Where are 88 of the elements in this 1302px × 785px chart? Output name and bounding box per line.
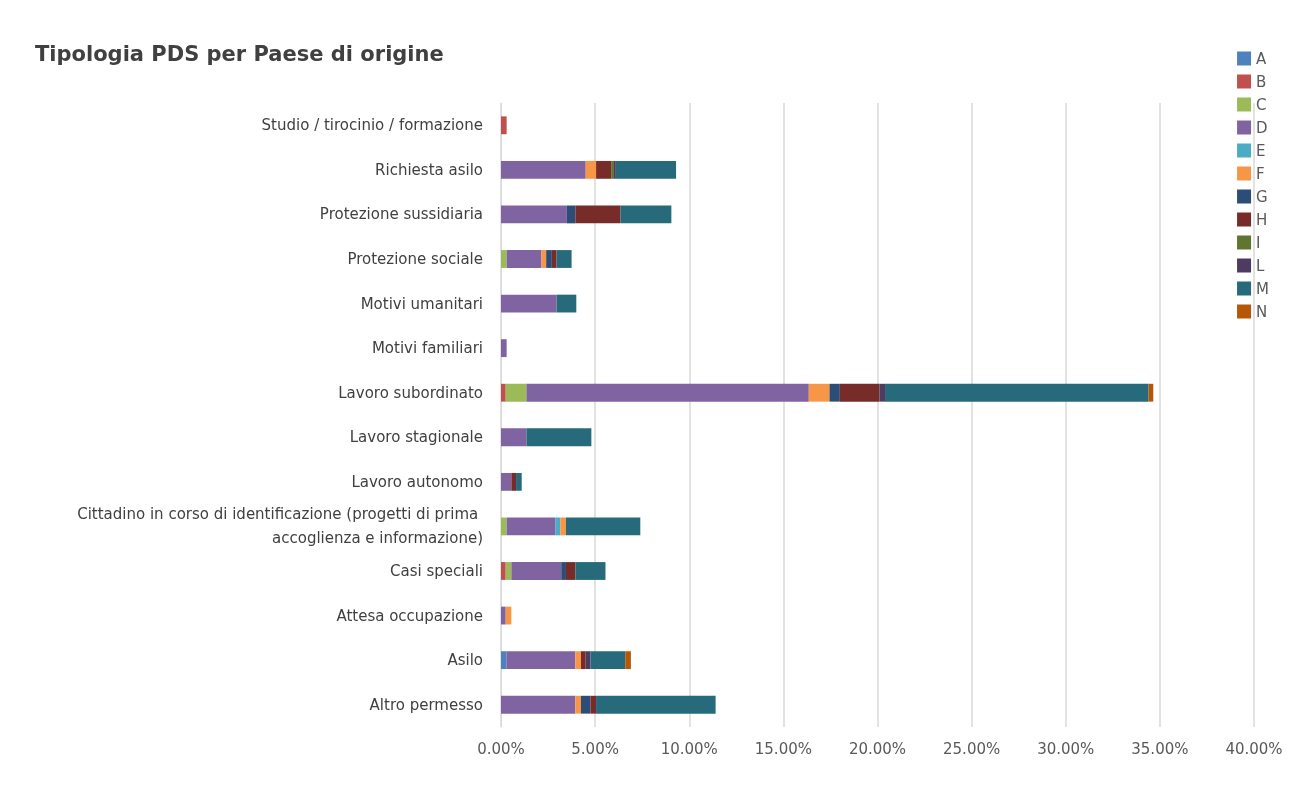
bar xyxy=(585,160,597,179)
bar xyxy=(561,562,566,580)
legend-label: L xyxy=(1256,256,1266,275)
x-tick-label: 15.00% xyxy=(754,739,812,758)
bar xyxy=(566,205,576,224)
y-tick-label: Studio / tirocinio / formazione xyxy=(261,116,483,135)
bar xyxy=(620,205,672,224)
x-tick-label: 10.00% xyxy=(660,739,718,758)
y-tick-label: Lavoro stagionale xyxy=(349,428,483,447)
bar xyxy=(551,250,557,268)
bar xyxy=(511,562,562,580)
bar xyxy=(556,294,577,313)
legend-label: F xyxy=(1256,164,1265,183)
bar xyxy=(581,695,591,714)
bar xyxy=(501,562,506,580)
legend-label: N xyxy=(1256,302,1268,321)
bar xyxy=(560,517,566,536)
bar xyxy=(506,250,542,268)
bar xyxy=(839,383,880,402)
bar xyxy=(575,205,621,224)
bar xyxy=(501,339,507,358)
legend-label: M xyxy=(1256,279,1270,298)
bar xyxy=(590,651,626,670)
bar xyxy=(516,472,522,491)
legend-label: E xyxy=(1256,141,1266,160)
bar xyxy=(879,383,886,402)
bar xyxy=(546,250,552,268)
text: Tipologia PDS per Paese di origine xyxy=(35,41,444,66)
bar xyxy=(575,562,606,580)
bar xyxy=(885,383,1149,402)
bar xyxy=(808,383,830,402)
y-tick-label: Cittadino in corso di identificazione (progetti di prima accoglienza e informazione) xyxy=(77,505,483,548)
bar xyxy=(501,383,506,402)
legend-label: G xyxy=(1256,187,1268,206)
bar xyxy=(501,250,507,268)
bar xyxy=(575,695,582,714)
y-tick-label: Protezione sussidiaria xyxy=(319,205,483,224)
x-tick-label: 0.00% xyxy=(477,739,525,758)
legend-label: H xyxy=(1256,210,1268,229)
bar xyxy=(526,428,592,447)
bar xyxy=(596,695,716,714)
bar xyxy=(511,472,517,491)
bar xyxy=(501,517,507,536)
legend-label: D xyxy=(1256,118,1268,137)
bar xyxy=(625,651,631,670)
legend-label: B xyxy=(1256,72,1267,91)
y-tick-label: Motivi umanitari xyxy=(360,294,483,313)
x-tick-label: 5.00% xyxy=(571,739,619,758)
bar xyxy=(501,472,512,491)
bar xyxy=(565,562,576,580)
x-tick-label: 20.00% xyxy=(848,739,907,758)
x-tick-label: 30.00% xyxy=(1037,739,1095,758)
y-tick-label: Lavoro autonomo xyxy=(351,472,483,491)
x-tick-label: 40.00% xyxy=(1225,739,1283,758)
x-tick-label: 35.00% xyxy=(1131,739,1189,758)
legend-label: I xyxy=(1256,233,1261,252)
y-tick-label: Lavoro subordinato xyxy=(338,383,483,402)
y-tick-label: Asilo xyxy=(447,651,483,670)
bar xyxy=(501,606,506,625)
y-tick-label: Protezione sociale xyxy=(347,250,483,268)
bar xyxy=(829,383,840,402)
bar xyxy=(501,160,586,179)
bar xyxy=(501,428,527,447)
bar xyxy=(506,517,556,536)
bar xyxy=(596,160,612,179)
bar xyxy=(590,695,597,714)
y-tick-label: Richiesta asilo xyxy=(375,160,483,179)
y-tick-label: Casi speciali xyxy=(390,562,483,580)
bar xyxy=(541,250,547,268)
legend-label: C xyxy=(1256,95,1267,114)
y-tick-label: Attesa occupazione xyxy=(336,606,483,625)
bar xyxy=(505,383,527,402)
bar xyxy=(565,517,641,536)
legend-label: A xyxy=(1256,49,1268,68)
y-tick-label: Altro permesso xyxy=(369,695,483,714)
bar xyxy=(556,250,572,268)
bar xyxy=(501,205,567,224)
bar xyxy=(501,294,557,313)
bar xyxy=(575,651,582,670)
y-tick-label: Motivi familiari xyxy=(371,339,483,358)
x-tick-label: 25.00% xyxy=(943,739,1001,758)
bar xyxy=(581,651,586,670)
bar xyxy=(615,160,677,179)
bar xyxy=(501,651,507,670)
bar xyxy=(501,116,507,135)
bar xyxy=(501,695,576,714)
bar xyxy=(526,383,809,402)
bar xyxy=(506,651,576,670)
